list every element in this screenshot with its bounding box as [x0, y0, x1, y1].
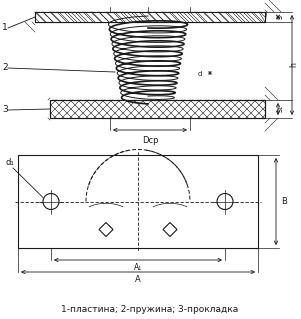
- Text: A: A: [135, 275, 141, 284]
- Bar: [50, 100, 265, 118]
- Circle shape: [217, 194, 233, 210]
- Polygon shape: [99, 222, 113, 236]
- Text: A₁: A₁: [134, 263, 142, 272]
- Text: d₁: d₁: [5, 158, 14, 167]
- Text: d: d: [198, 71, 202, 77]
- Bar: [50, 100, 265, 118]
- Bar: [35, 12, 265, 22]
- Text: Dср: Dср: [142, 136, 158, 145]
- Text: s: s: [275, 15, 284, 19]
- Bar: [35, 12, 265, 22]
- Bar: [18, 155, 258, 248]
- Bar: [35, 12, 265, 22]
- Text: 1: 1: [2, 23, 8, 32]
- Circle shape: [43, 194, 59, 210]
- Text: 3: 3: [2, 105, 8, 114]
- Text: s₁: s₁: [275, 106, 284, 113]
- Text: h: h: [290, 63, 299, 67]
- Polygon shape: [163, 222, 177, 236]
- Text: B: B: [281, 197, 287, 206]
- Text: 1-пластина; 2-пружина; 3-прокладка: 1-пластина; 2-пружина; 3-прокладка: [61, 306, 239, 315]
- Text: 2: 2: [2, 63, 8, 72]
